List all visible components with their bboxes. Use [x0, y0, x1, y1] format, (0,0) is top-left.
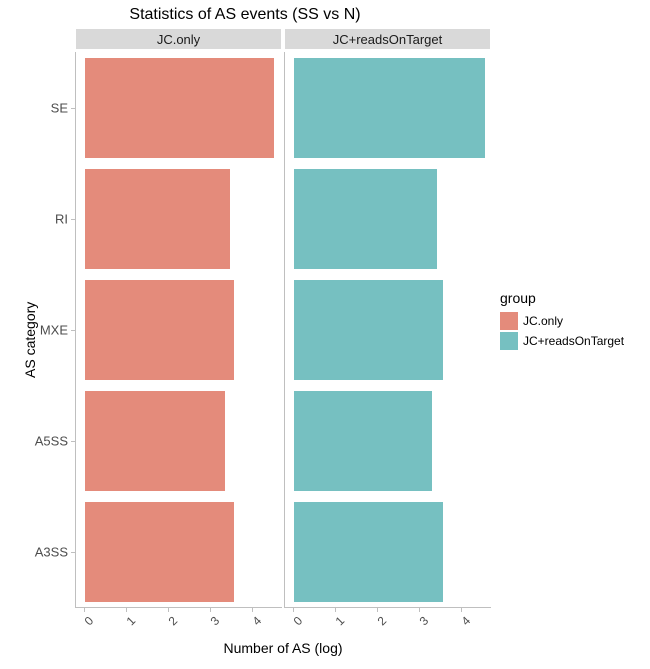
x-tick-mark: [419, 608, 420, 612]
y-tick-mark: [71, 219, 75, 220]
x-tick-label: 0: [82, 614, 97, 629]
legend: group JC.only JC+readsOnTarget: [500, 290, 624, 352]
chart-title: Statistics of AS events (SS vs N): [0, 6, 490, 24]
facet-label: JC+readsOnTarget: [333, 32, 442, 47]
bar: [294, 169, 436, 269]
chart-panel-left: [75, 52, 282, 608]
y-tick-label: MXE: [40, 323, 68, 338]
x-tick-label: 1: [124, 614, 139, 629]
y-tick-label: SE: [51, 100, 68, 115]
x-tick-mark: [377, 608, 378, 612]
bar: [294, 58, 484, 158]
x-tick-mark: [210, 608, 211, 612]
legend-item: JC.only: [500, 312, 624, 330]
x-tick-label: 2: [166, 614, 181, 629]
y-axis-title: AS category: [22, 278, 38, 378]
x-tick-label: 4: [249, 614, 264, 629]
legend-item: JC+readsOnTarget: [500, 332, 624, 350]
x-axis-title: Number of AS (log): [75, 640, 491, 656]
x-tick-label: 3: [207, 614, 222, 629]
x-tick-mark: [461, 608, 462, 612]
bar: [294, 280, 442, 380]
facet-label: JC.only: [157, 32, 200, 47]
chart-panel-right: [284, 52, 491, 608]
y-tick-mark: [71, 552, 75, 553]
chart-container: Statistics of AS events (SS vs N) AS cat…: [0, 0, 650, 669]
y-tick-label: A3SS: [35, 545, 68, 560]
facet-strip-left: JC.only: [75, 28, 282, 50]
legend-title: group: [500, 290, 624, 306]
y-tick-label: A5SS: [35, 434, 68, 449]
x-tick-label: 3: [416, 614, 431, 629]
x-tick-label: 2: [375, 614, 390, 629]
legend-label: JC.only: [523, 314, 563, 328]
bar: [85, 58, 273, 158]
y-tick-mark: [71, 330, 75, 331]
bar: [85, 391, 225, 491]
x-tick-mark: [84, 608, 85, 612]
facet-strip-right: JC+readsOnTarget: [284, 28, 491, 50]
x-tick-label: 0: [291, 614, 306, 629]
y-tick-mark: [71, 108, 75, 109]
x-tick-label: 1: [333, 614, 348, 629]
legend-swatch: [500, 332, 518, 350]
legend-label: JC+readsOnTarget: [523, 334, 624, 348]
bar: [294, 502, 442, 602]
x-tick-mark: [293, 608, 294, 612]
x-tick-mark: [252, 608, 253, 612]
legend-swatch: [500, 312, 518, 330]
y-tick-mark: [71, 441, 75, 442]
y-tick-label: RI: [55, 211, 68, 226]
x-tick-label: 4: [458, 614, 473, 629]
x-tick-mark: [168, 608, 169, 612]
bar: [85, 502, 233, 602]
bar: [294, 391, 432, 491]
bar: [85, 169, 229, 269]
x-tick-mark: [126, 608, 127, 612]
x-tick-mark: [335, 608, 336, 612]
bar: [85, 280, 233, 380]
